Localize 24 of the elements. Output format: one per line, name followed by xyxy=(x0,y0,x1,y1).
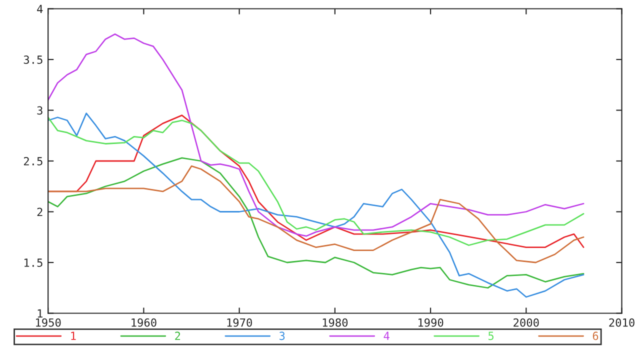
line-series xyxy=(48,112,584,298)
x-tick-label: 1980 xyxy=(322,318,348,327)
y-tick-label: 1 xyxy=(38,309,42,318)
legend-label: 5 xyxy=(488,332,494,340)
legend-label: 6 xyxy=(592,332,598,340)
legend-label: 3 xyxy=(280,332,285,340)
y-tick-label: 2 xyxy=(37,208,42,216)
y-tick-label: 3 xyxy=(37,106,42,115)
y-tick-label: 4 xyxy=(37,4,43,13)
x-tick-label: 1990 xyxy=(418,318,444,327)
line-series xyxy=(48,165,584,264)
line-series xyxy=(48,157,584,289)
y-tick-label: 2.5 xyxy=(24,157,42,166)
y-tick-label: 3.5 xyxy=(24,56,42,64)
legend-label: 1 xyxy=(71,332,76,340)
legend-label: 4 xyxy=(384,332,390,340)
x-tick-label: 1970 xyxy=(227,318,252,327)
x-tick-label: 1950 xyxy=(36,318,61,327)
line-series xyxy=(48,33,584,237)
x-tick-label: 2010 xyxy=(609,318,634,327)
legend-label: 2 xyxy=(175,332,180,340)
y-tick-label: 1.5 xyxy=(24,258,42,267)
x-tick-label: 1960 xyxy=(132,318,156,327)
x-tick-label: 2000 xyxy=(514,318,539,327)
